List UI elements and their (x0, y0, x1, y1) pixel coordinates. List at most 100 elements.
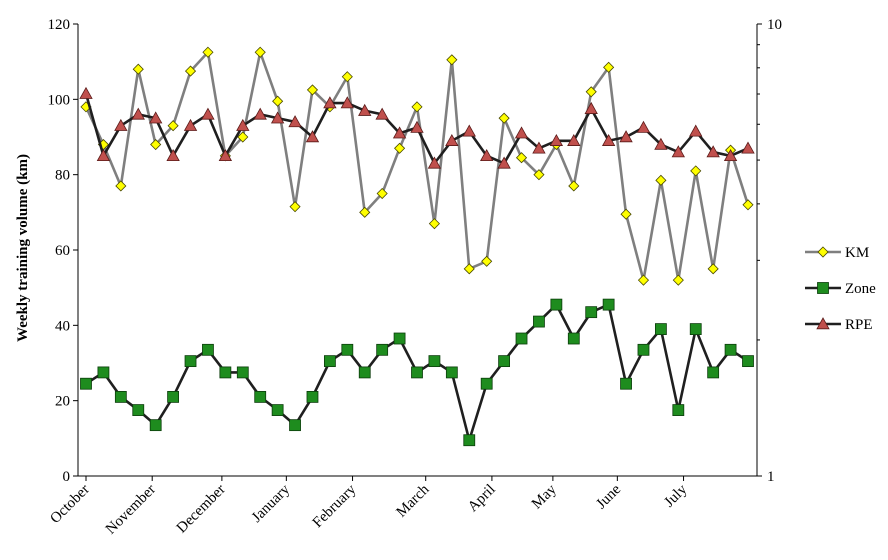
left-y-tick-label: 120 (48, 17, 71, 33)
data-point-zone (689, 323, 702, 336)
data-point-zone (480, 377, 493, 390)
data-point-zone (254, 390, 267, 403)
data-point-km (341, 71, 353, 83)
legend-label-zone: Zone (845, 281, 876, 297)
data-point-zone (219, 366, 232, 379)
data-point-zone (602, 298, 615, 311)
data-point-km (359, 206, 371, 218)
data-point-rpe (410, 120, 424, 133)
data-point-rpe (619, 130, 633, 143)
data-point-rpe (445, 133, 459, 146)
data-point-zone (80, 377, 92, 390)
data-point-zone (533, 315, 545, 328)
data-point-zone (620, 377, 632, 390)
data-point-zone (132, 404, 145, 416)
data-point-rpe (427, 156, 442, 169)
data-point-rpe (270, 111, 285, 124)
data-point-km (515, 152, 528, 164)
data-point-rpe (584, 101, 598, 114)
data-point-rpe (601, 133, 616, 146)
data-point-km (428, 218, 440, 230)
legend-swatch-marker-km (817, 246, 829, 258)
data-point-rpe (480, 149, 494, 162)
data-point-km (306, 84, 319, 96)
data-point-zone (550, 298, 563, 311)
data-point-km (620, 208, 632, 220)
data-point-rpe (183, 118, 198, 131)
data-point-rpe (671, 145, 685, 158)
data-point-rpe (96, 149, 111, 162)
data-point-zone (236, 366, 249, 379)
data-point-zone (114, 390, 127, 403)
left-y-tick-label: 80 (55, 168, 70, 184)
data-point-km (672, 274, 684, 286)
data-point-zone (567, 332, 580, 345)
data-point-rpe (689, 124, 703, 137)
left-y-tick-label: 60 (55, 243, 70, 259)
left-y-tick-label: 100 (48, 92, 71, 108)
data-point-zone (289, 419, 301, 432)
left-y-tick-label: 40 (55, 318, 70, 334)
data-point-km (707, 263, 719, 275)
data-point-rpe (323, 96, 337, 109)
data-point-km (132, 63, 144, 75)
data-point-rpe (236, 118, 250, 131)
legend-item-zone: Zone (805, 281, 876, 297)
data-point-zone (149, 419, 162, 432)
data-point-km (411, 101, 423, 113)
data-point-zone (97, 366, 110, 379)
left-y-ticks: 0 20 40 60 80 100 120 (48, 17, 78, 485)
data-point-km (254, 46, 266, 58)
data-point-rpe (131, 107, 145, 120)
data-point-rpe (636, 120, 651, 133)
series-rpe (79, 86, 755, 169)
data-point-rpe (514, 126, 529, 139)
data-point-zone (637, 343, 650, 356)
data-point-km (481, 255, 493, 267)
data-point-km (568, 180, 580, 192)
right-y-tick-label: 10 (767, 17, 782, 33)
data-point-rpe (149, 111, 163, 124)
data-point-rpe (218, 149, 233, 162)
data-point-zone (341, 343, 354, 356)
data-point-zone (393, 332, 406, 345)
data-point-km (115, 180, 127, 192)
data-point-km (237, 131, 249, 143)
data-point-km (150, 138, 162, 151)
data-point-rpe (166, 149, 180, 162)
data-point-zone (672, 404, 685, 416)
data-point-rpe (253, 107, 267, 120)
data-point-zone (498, 355, 511, 368)
legend-item-rpe: RPE (805, 317, 873, 333)
data-point-rpe (723, 149, 738, 162)
data-point-zone (515, 332, 528, 345)
left-y-tick-label: 20 (55, 394, 70, 410)
data-point-rpe (305, 130, 320, 143)
legend-label-km: KM (845, 245, 869, 261)
data-point-rpe (114, 118, 128, 131)
left-y-tick-label: 0 (63, 469, 71, 485)
right-y-tick-label: 1 (767, 469, 775, 485)
data-point-rpe (340, 96, 354, 109)
data-point-km (463, 263, 475, 275)
data-point-zone (376, 343, 389, 356)
data-point-zone (463, 434, 476, 447)
y-axis-title: Weekly training volume (km) (15, 154, 31, 342)
data-point-zone (323, 355, 336, 368)
data-point-zone (707, 366, 720, 379)
data-point-zone (445, 366, 458, 379)
right-y-ticks: 1 10 (757, 17, 782, 485)
data-point-rpe (358, 103, 372, 116)
data-point-zone (167, 390, 180, 403)
data-point-km (394, 142, 406, 154)
data-point-km (272, 95, 284, 107)
data-point-rpe (375, 107, 389, 120)
data-point-km (167, 120, 179, 132)
data-point-km (533, 169, 545, 181)
data-point-rpe (532, 141, 546, 154)
data-point-km (289, 201, 301, 213)
data-point-rpe (497, 156, 511, 169)
